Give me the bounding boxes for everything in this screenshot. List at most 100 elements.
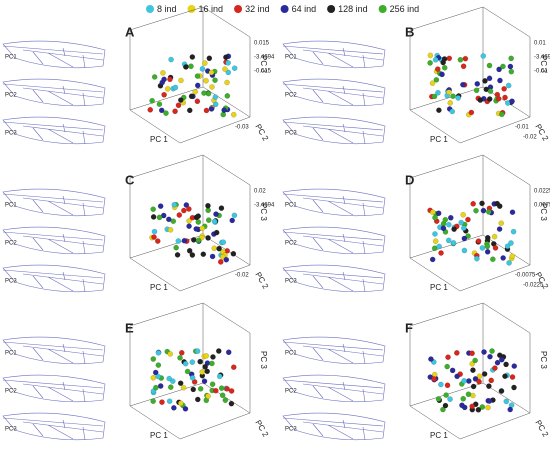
point <box>460 63 467 70</box>
point <box>450 93 456 99</box>
point <box>181 237 188 244</box>
point <box>150 374 157 381</box>
point <box>205 393 211 399</box>
point <box>190 237 197 243</box>
point <box>457 57 464 63</box>
point <box>180 384 187 391</box>
point <box>178 400 184 406</box>
point <box>166 216 172 223</box>
point <box>486 62 493 69</box>
point <box>171 201 178 208</box>
frame-line <box>202 6 251 38</box>
point <box>190 386 197 393</box>
point <box>206 217 212 223</box>
axis-label: PC 3 <box>539 203 548 221</box>
wing-outline <box>282 374 386 403</box>
wing-label: PC1 <box>285 351 297 357</box>
wing-veins <box>2 269 104 293</box>
point <box>155 362 162 368</box>
point <box>503 361 509 368</box>
point <box>481 349 487 355</box>
tick-label: 0.0225 <box>534 189 550 195</box>
frame-line <box>179 116 251 144</box>
axis-label: PC 1 <box>430 431 448 440</box>
point <box>201 90 207 96</box>
point <box>488 377 494 384</box>
frame-line <box>409 154 484 179</box>
axis-label: PC 3 <box>259 351 268 369</box>
point <box>211 245 217 251</box>
point <box>436 107 442 113</box>
point <box>231 364 237 370</box>
frame-line <box>409 6 484 31</box>
wing-label: PC1 <box>285 55 297 61</box>
point <box>195 219 202 225</box>
point <box>460 395 466 402</box>
point <box>188 63 194 69</box>
frame-line <box>409 302 484 327</box>
point <box>208 106 215 112</box>
point <box>500 63 506 70</box>
wing-outline <box>2 226 106 255</box>
point <box>195 396 201 403</box>
point <box>199 66 206 72</box>
legend-swatch <box>327 5 336 13</box>
point <box>197 358 203 365</box>
point <box>435 210 442 217</box>
axis-label: PC 1 <box>150 135 168 144</box>
axis-label: PC 3 <box>539 55 548 73</box>
point <box>170 218 177 224</box>
point <box>194 348 201 354</box>
wing-veins <box>282 417 384 441</box>
frame-line <box>179 412 251 440</box>
point <box>509 209 516 215</box>
point <box>172 84 179 91</box>
point <box>497 77 503 84</box>
legend-swatch <box>280 5 289 13</box>
point <box>206 55 213 61</box>
point <box>151 228 158 235</box>
wing-label: PC3 <box>285 279 297 285</box>
point <box>166 398 173 404</box>
point <box>229 217 235 224</box>
frame-line <box>129 154 204 179</box>
wing-outline <box>2 336 106 365</box>
point <box>204 368 210 375</box>
point <box>175 102 182 108</box>
frame-line <box>129 382 204 407</box>
wing-outline <box>2 264 106 293</box>
point <box>470 201 476 207</box>
point <box>449 108 456 115</box>
point <box>221 107 227 113</box>
point <box>433 77 440 83</box>
point <box>491 233 498 240</box>
point <box>465 391 472 398</box>
point <box>475 238 482 244</box>
point <box>175 238 182 244</box>
point <box>455 95 461 101</box>
frame-line <box>129 234 204 259</box>
wing-veins <box>2 83 104 107</box>
point <box>192 89 198 95</box>
legend-swatch <box>187 5 196 13</box>
point <box>499 111 505 118</box>
point <box>173 244 179 251</box>
point <box>446 89 452 95</box>
point <box>500 255 506 261</box>
point <box>187 107 193 114</box>
frame-line <box>409 405 461 440</box>
point <box>153 384 159 391</box>
point <box>438 250 444 256</box>
point <box>224 79 230 86</box>
legend-label: 16 ind <box>199 4 224 14</box>
point <box>225 349 232 355</box>
tick-label: 0.015 <box>254 41 270 47</box>
point <box>159 399 165 405</box>
wing-veins <box>2 231 104 255</box>
axis-label: PC 3 <box>539 351 548 369</box>
tick-label: -0.01 <box>534 69 548 75</box>
point <box>495 95 502 102</box>
point <box>151 234 157 240</box>
point <box>481 371 488 377</box>
point <box>202 60 208 66</box>
